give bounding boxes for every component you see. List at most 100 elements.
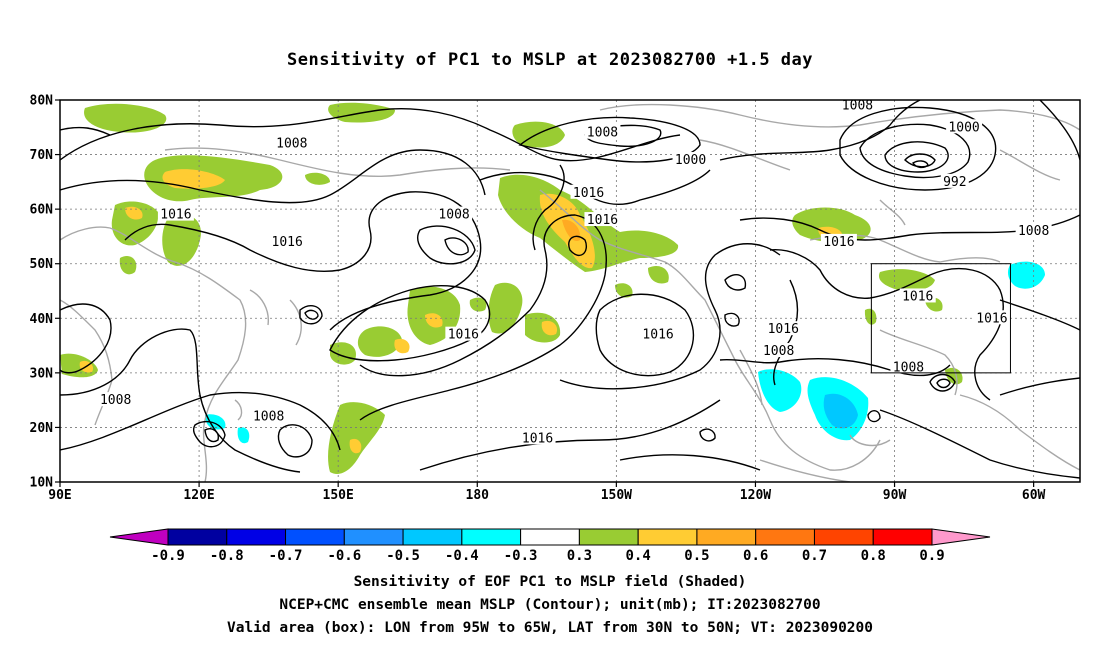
contour-label: 1008: [893, 360, 924, 375]
contour-label-bg: [570, 184, 607, 199]
colorbar-label: -0.9: [151, 548, 185, 564]
colorbar-label: -0.6: [327, 548, 361, 564]
contour-label: 1016: [768, 322, 799, 337]
colorbar-swatch: [520, 528, 580, 546]
contour-label: 1008: [842, 98, 873, 113]
colorbar-swatch: [226, 528, 287, 546]
contour-label-bg: [839, 97, 876, 112]
contour-label-bg: [890, 359, 927, 374]
colorbar-swatch: [813, 528, 874, 546]
caption-line-2: NCEP+CMC ensemble mean MSLP (Contour); u…: [279, 597, 821, 613]
contour-label: 1016: [587, 213, 618, 228]
contour-label-bg: [584, 212, 621, 227]
contour-label-bg: [436, 206, 473, 221]
colorbar-swatch: [755, 528, 815, 546]
lat-tick-label: 50N: [30, 257, 54, 272]
contour-label: 1016: [902, 289, 933, 304]
lon-tick-label: 120W: [740, 488, 771, 503]
colorbar-swatch: [872, 528, 933, 546]
contour-label-bg: [97, 392, 134, 407]
colorbar-swatch: [167, 528, 228, 546]
contour-label: 992: [943, 175, 966, 190]
contour-label: 1008: [763, 344, 794, 359]
contour-label: 1008: [1018, 224, 1049, 239]
valid-area-box: [870, 263, 1011, 374]
colorbar-label: 0.7: [802, 548, 827, 564]
contour-label-bg: [760, 343, 797, 358]
colorbar-low-arrow: [109, 528, 169, 546]
colorbar-label: 0.4: [626, 548, 651, 564]
contour-label: 1016: [573, 186, 604, 201]
lon-tick-label: 150W: [601, 488, 632, 503]
contour-label-bg: [157, 206, 194, 221]
contour-label-bg: [273, 135, 310, 150]
axis-ticks: 90E 120E 150E 180 150W 120W 90W 60W 10N 20N 30N 40N…: [30, 94, 1046, 504]
lon-tick-label: 120E: [183, 488, 214, 503]
colorbar-label: 0.5: [684, 548, 709, 564]
colorbar-label: 0.6: [743, 548, 768, 564]
lon-tick-label: 90E: [48, 488, 71, 503]
colorbar-high-arrow: [931, 528, 991, 546]
contour-label-bg: [519, 430, 556, 445]
colorbar-swatch: [285, 528, 345, 546]
contour-label: 1016: [448, 328, 479, 343]
lon-tick-label: 60W: [1022, 488, 1046, 503]
contour-label-bg: [269, 233, 306, 248]
contour-label-bg: [820, 233, 857, 248]
contour-label-bg: [899, 288, 936, 303]
colorbar-label: 0.8: [861, 548, 886, 564]
contour-label-bg: [973, 310, 1010, 325]
contour-label: 1016: [160, 208, 191, 223]
lon-tick-label: 90W: [883, 488, 907, 503]
contour-label: 1016: [823, 235, 854, 250]
contour-label: 1000: [675, 153, 706, 168]
lat-tick-label: 30N: [30, 366, 54, 381]
colorbar-swatch: [461, 528, 522, 546]
caption-line-1: Sensitivity of EOF PC1 to MSLP field (Sh…: [353, 574, 747, 590]
contour-label: 1008: [276, 137, 307, 152]
map-title: Sensitivity of PC1 to MSLP at 2023082700…: [286, 50, 813, 70]
lat-tick-label: 60N: [30, 203, 54, 218]
colorbar-label: 0.3: [567, 548, 592, 564]
colorbar-label: -0.4: [445, 548, 479, 564]
colorbar-swatch: [578, 528, 639, 546]
contour-label-bg: [765, 321, 802, 336]
colorbar-swatch: [402, 528, 463, 546]
plot-frame: [59, 99, 1081, 483]
colorbar-swatch: [637, 528, 698, 546]
lat-tick-label: 40N: [30, 312, 54, 327]
mslp-contours: [60, 100, 1080, 479]
colorbar-swatch: [696, 528, 757, 546]
colorbar-label: -0.5: [386, 548, 420, 564]
lat-tick-label: 10N: [30, 476, 54, 491]
contour-label-bg: [445, 326, 482, 341]
colorbar-swatch: [343, 528, 404, 546]
colorbar-label: 0.9: [919, 548, 944, 564]
contour-label-bg: [1015, 222, 1052, 237]
contour-label-bg: [672, 152, 709, 167]
sensitivity-shading: [60, 102, 1045, 475]
lon-tick-label: 150E: [323, 488, 354, 503]
contour-label: 1008: [253, 410, 284, 425]
colorbar-label: -0.3: [504, 548, 538, 564]
caption-line-3: Valid area (box): LON from 95W to 65W, L…: [226, 620, 873, 636]
colorbar-label: -0.7: [269, 548, 303, 564]
contour-label: 1008: [587, 126, 618, 141]
contour-labels: 1008 1016 1016 1008 1008 1008 1016 1016 1016 1016…: [97, 97, 1052, 446]
lon-tick-label: 180: [466, 488, 490, 503]
contour-label: 1000: [948, 120, 979, 135]
lat-tick-label: 80N: [30, 94, 54, 109]
contour-label-bg: [940, 173, 969, 188]
contour-label: 1008: [100, 393, 131, 408]
lat-tick-label: 70N: [30, 148, 54, 163]
contour-label: 1016: [642, 328, 673, 343]
colorbar: -0.9 -0.8 -0.7 -0.6 -0.5 -0.4 -0.3 0.3 0.4 0.5 0.6…: [109, 528, 991, 564]
contour-label-bg: [946, 119, 983, 134]
contour-label: 1008: [438, 208, 469, 223]
contour-label: 1016: [976, 311, 1007, 326]
lat-tick-label: 20N: [30, 421, 54, 436]
contour-label-bg: [640, 326, 677, 341]
colorbar-label: -0.8: [210, 548, 244, 564]
contour-label: 1016: [272, 235, 303, 250]
